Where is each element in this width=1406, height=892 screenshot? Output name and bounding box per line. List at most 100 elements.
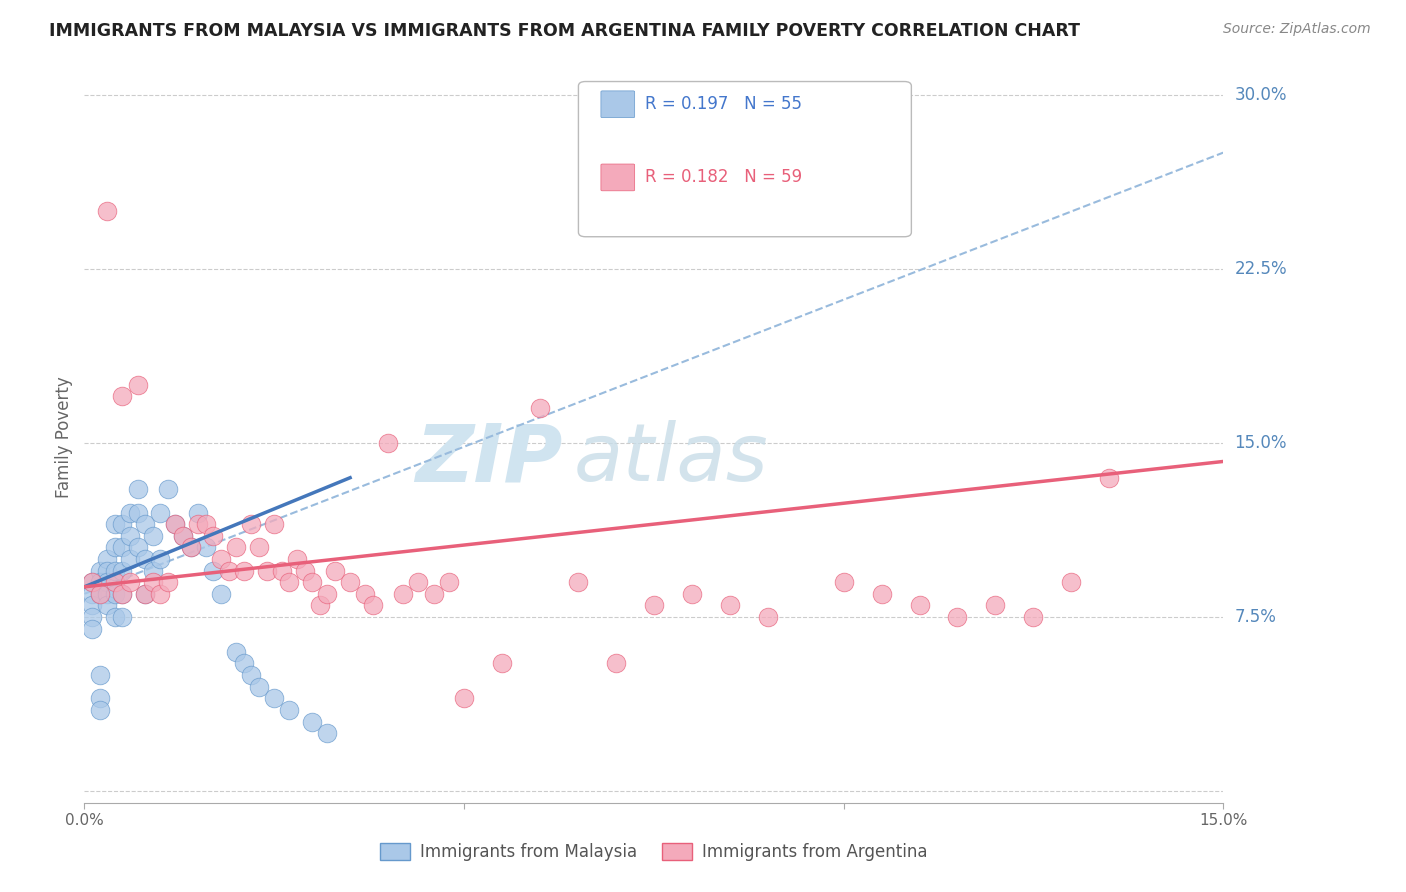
Point [156, 483, 179, 497]
Point [80, 575, 103, 590]
Point [96, 203, 118, 218]
Point [491, 657, 513, 671]
Point [149, 506, 172, 520]
Point [718, 599, 741, 613]
Point [80, 587, 103, 601]
Point [89, 575, 111, 590]
Point [89, 703, 111, 717]
Point [180, 541, 202, 555]
Point [118, 529, 141, 543]
Point [180, 541, 202, 555]
Point [605, 657, 627, 671]
Point [142, 575, 165, 590]
Point [354, 587, 377, 601]
Point [908, 599, 931, 613]
Text: atlas: atlas [574, 420, 769, 498]
Point [172, 529, 194, 543]
Text: 7.5%: 7.5% [1234, 608, 1277, 626]
Point [194, 541, 217, 555]
Point [111, 587, 134, 601]
Text: 22.5%: 22.5% [1234, 260, 1286, 277]
Point [89, 668, 111, 682]
Point [89, 587, 111, 601]
Point [437, 575, 460, 590]
Point [127, 506, 149, 520]
Point [165, 517, 187, 532]
Point [172, 529, 194, 543]
Point [134, 587, 156, 601]
Text: R = 0.197   N = 55: R = 0.197 N = 55 [644, 95, 801, 113]
Point [149, 552, 172, 566]
Point [104, 575, 127, 590]
Text: R = 0.182   N = 59: R = 0.182 N = 59 [644, 169, 801, 186]
Point [756, 610, 779, 624]
Point [89, 587, 111, 601]
Point [247, 541, 270, 555]
Text: ZIP: ZIP [415, 420, 562, 498]
Point [104, 564, 127, 578]
Point [308, 599, 330, 613]
Point [294, 564, 316, 578]
Point [80, 610, 103, 624]
Point [377, 436, 399, 450]
Point [681, 587, 703, 601]
Point [149, 587, 172, 601]
Point [270, 564, 292, 578]
Point [111, 517, 134, 532]
Point [339, 575, 361, 590]
Point [392, 587, 415, 601]
Point [240, 517, 263, 532]
Point [832, 575, 855, 590]
Point [1098, 471, 1121, 485]
Point [96, 575, 118, 590]
Point [80, 575, 103, 590]
Point [104, 517, 127, 532]
Text: 15.0%: 15.0% [1234, 434, 1286, 452]
Point [165, 517, 187, 532]
Point [134, 517, 156, 532]
Point [142, 529, 165, 543]
Point [240, 668, 263, 682]
Point [316, 587, 339, 601]
Point [187, 506, 209, 520]
Point [278, 575, 301, 590]
Point [89, 691, 111, 706]
Point [111, 564, 134, 578]
Point [225, 645, 247, 659]
Point [187, 517, 209, 532]
Point [301, 575, 323, 590]
Point [104, 587, 127, 601]
Point [422, 587, 444, 601]
Point [89, 564, 111, 578]
Point [1060, 575, 1083, 590]
Y-axis label: Family Poverty: Family Poverty [55, 376, 73, 498]
Point [118, 506, 141, 520]
Point [1022, 610, 1045, 624]
Point [209, 552, 232, 566]
Point [80, 599, 103, 613]
Text: Source: ZipAtlas.com: Source: ZipAtlas.com [1223, 22, 1371, 37]
Point [134, 587, 156, 601]
Point [643, 599, 665, 613]
Point [247, 680, 270, 694]
Point [96, 587, 118, 601]
Point [111, 587, 134, 601]
Point [316, 726, 339, 740]
Point [142, 564, 165, 578]
Point [104, 610, 127, 624]
Point [118, 575, 141, 590]
Point [111, 389, 134, 403]
Point [278, 703, 301, 717]
Point [111, 610, 134, 624]
Legend: Immigrants from Malaysia, Immigrants from Argentina: Immigrants from Malaysia, Immigrants fro… [374, 836, 934, 868]
Point [96, 552, 118, 566]
Point [232, 564, 254, 578]
Point [984, 599, 1007, 613]
Point [263, 691, 285, 706]
Point [870, 587, 893, 601]
Point [202, 564, 225, 578]
Point [263, 517, 285, 532]
Point [96, 564, 118, 578]
Point [156, 575, 179, 590]
Point [567, 575, 589, 590]
